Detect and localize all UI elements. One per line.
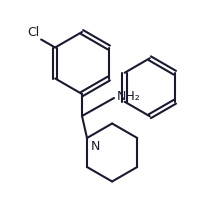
Text: NH₂: NH₂ <box>117 91 141 103</box>
Text: Cl: Cl <box>27 25 39 39</box>
Text: N: N <box>91 140 100 153</box>
